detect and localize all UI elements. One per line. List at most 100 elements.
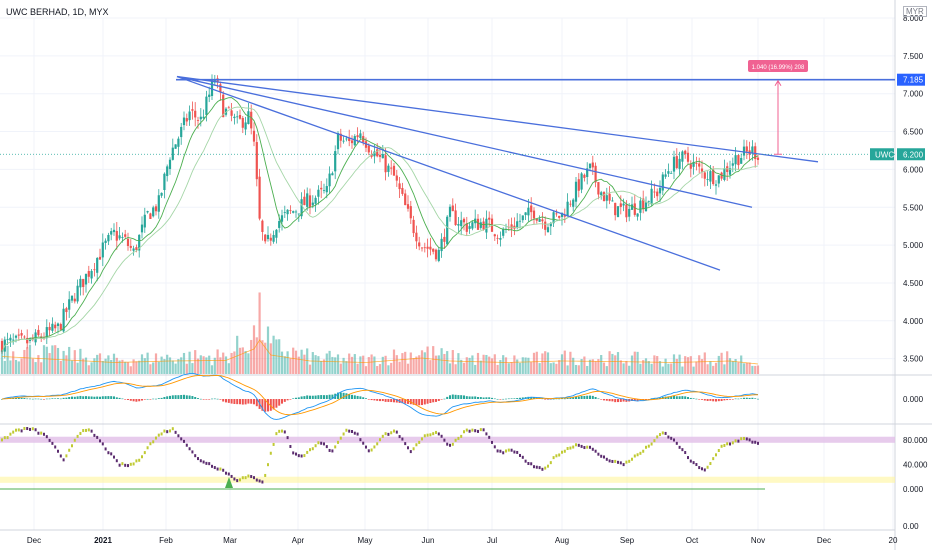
candle-body xyxy=(530,205,533,213)
stoch-mark xyxy=(359,438,362,442)
volume-bar xyxy=(124,361,127,374)
stoch-mark xyxy=(404,442,407,446)
candle-body xyxy=(101,242,104,258)
candle-body xyxy=(678,158,681,169)
macd-hist-bar xyxy=(283,399,286,402)
stoch-mark xyxy=(611,459,614,463)
volume-bar xyxy=(602,362,606,374)
volume-bar xyxy=(524,357,527,374)
macd-hist-bar xyxy=(387,399,390,402)
volume-bar xyxy=(740,355,743,374)
candle-body xyxy=(132,248,135,251)
candle-body xyxy=(409,206,412,219)
stoch-mark xyxy=(275,432,278,436)
volume-bar xyxy=(174,363,177,374)
time-tick-label: Sep xyxy=(620,536,635,545)
stoch-mark xyxy=(258,479,261,483)
volume-bar xyxy=(138,360,141,374)
macd-hist-bar xyxy=(171,395,174,399)
macd-hist-bar xyxy=(412,399,415,405)
macd-hist-bar xyxy=(552,398,555,400)
volume-bar xyxy=(381,356,384,374)
volume-bar xyxy=(177,358,180,374)
stoch-mark xyxy=(331,449,334,453)
macd-hist-bar xyxy=(267,399,269,412)
volume-bar xyxy=(443,353,446,374)
volume-bar xyxy=(714,362,718,374)
candle-body xyxy=(306,193,309,207)
macd-hist-bar xyxy=(689,397,692,399)
stoch-mark xyxy=(152,440,155,444)
volume-bar xyxy=(647,361,650,374)
candle-body xyxy=(345,138,348,140)
macd-hist-bar xyxy=(356,395,359,399)
stoch-mark xyxy=(409,450,412,454)
stoch-mark xyxy=(216,467,219,471)
stoch-mark xyxy=(29,427,31,431)
macd-hist-bar xyxy=(141,399,143,401)
candle-body xyxy=(331,173,334,176)
volume-bar xyxy=(104,358,107,374)
currency-badge[interactable]: MYR xyxy=(903,6,927,17)
macd-hist-bar xyxy=(342,392,345,399)
macd-hist-bar xyxy=(365,398,367,399)
stoch-mark xyxy=(59,454,62,458)
candle-body xyxy=(143,214,146,228)
macd-hist-bar xyxy=(227,399,230,403)
stoch-mark xyxy=(241,476,244,480)
volume-bar xyxy=(182,352,186,374)
macd-hist-bar xyxy=(720,399,723,402)
macd-hist-bar xyxy=(429,399,432,404)
stoch-mark xyxy=(633,454,636,458)
stoch-tick-label: 0.00 xyxy=(903,522,919,531)
stoch-mark xyxy=(230,474,233,478)
macd-hist-bar xyxy=(706,399,709,401)
stoch-mark xyxy=(488,435,491,439)
macd-hist-bar xyxy=(99,396,101,399)
candle-body xyxy=(468,226,471,229)
stoch-mark xyxy=(65,454,68,458)
candle-body xyxy=(650,188,653,205)
volume-bar xyxy=(507,363,510,374)
candle-body xyxy=(118,235,121,239)
stoch-mark xyxy=(351,430,353,434)
candle-body xyxy=(261,220,264,232)
candles xyxy=(0,74,760,359)
volume-bar xyxy=(345,361,348,374)
candle-body xyxy=(219,84,222,93)
macd-hist-bar xyxy=(155,398,157,400)
stoch-mark xyxy=(163,429,166,433)
volume-bar xyxy=(672,354,676,374)
volume-bar xyxy=(56,347,60,374)
stoch-mark xyxy=(90,429,93,433)
stoch-mark xyxy=(348,429,351,433)
candle-body xyxy=(656,191,659,197)
candle-body xyxy=(387,165,390,172)
candle-body xyxy=(115,230,118,241)
candle-body xyxy=(588,163,592,169)
macd-hist-bar xyxy=(757,398,759,400)
volume-bar xyxy=(468,357,471,374)
candle-body xyxy=(9,337,12,341)
candle-body xyxy=(563,215,566,217)
stoch-mark xyxy=(726,442,729,446)
volume-bar xyxy=(530,362,533,374)
stoch-mark xyxy=(482,428,485,432)
stoch-mark xyxy=(384,432,387,436)
volume-bar xyxy=(236,335,239,374)
stoch-mark xyxy=(180,437,183,441)
macd-hist-bar xyxy=(563,398,566,400)
candle-body xyxy=(272,234,275,242)
volume-bar xyxy=(213,357,216,374)
volume-bar xyxy=(241,347,244,374)
candle-body xyxy=(398,183,401,190)
candle-body xyxy=(446,216,449,245)
stoch-mark xyxy=(328,448,331,452)
volume-bar xyxy=(342,357,345,374)
candle-body xyxy=(146,211,149,213)
candle-body xyxy=(692,161,695,167)
candle-body xyxy=(342,140,345,142)
stoch-mark xyxy=(76,434,79,438)
candle-body xyxy=(639,200,642,213)
